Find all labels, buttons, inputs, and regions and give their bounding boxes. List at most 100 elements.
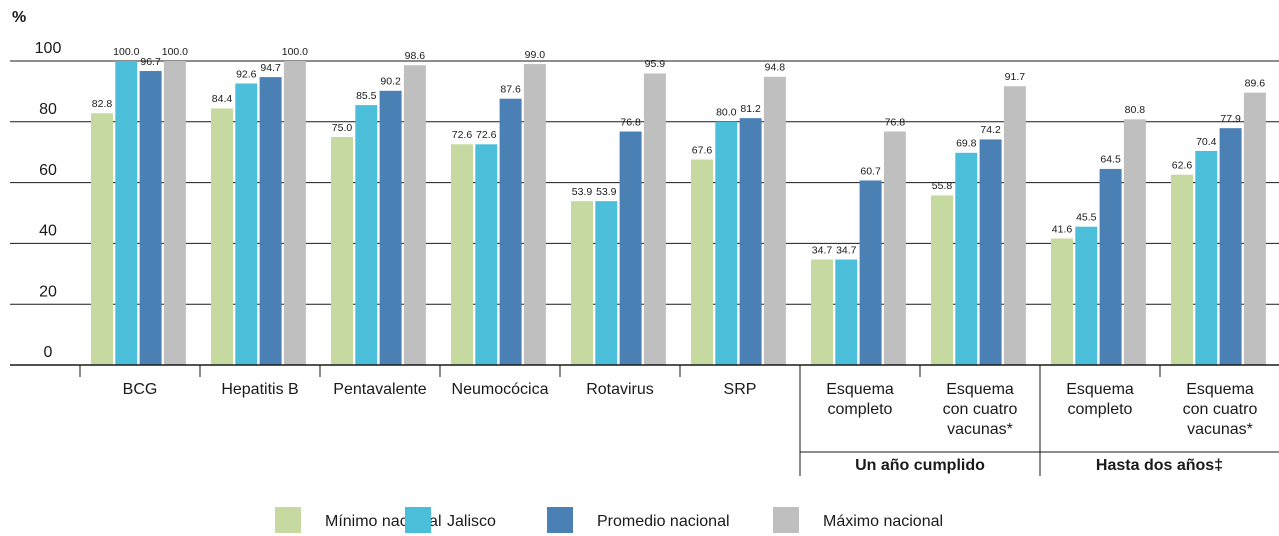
y-tick-label: 100 [35, 40, 62, 57]
value-label: 70.4 [1196, 136, 1217, 148]
y-tick-label: 60 [39, 162, 57, 179]
value-label: 99.0 [525, 49, 546, 61]
bar [1123, 119, 1146, 365]
value-label: 94.7 [260, 62, 281, 74]
bar [1051, 238, 1073, 365]
bar [955, 152, 978, 365]
y-tick-label: 0 [44, 344, 53, 361]
value-label: 82.8 [92, 98, 113, 110]
bar [379, 90, 402, 366]
value-label: 53.9 [572, 186, 593, 198]
bar [571, 201, 593, 365]
value-label: 69.8 [956, 138, 977, 150]
y-tick-label: 20 [39, 283, 57, 300]
bar [763, 76, 786, 366]
value-label: 96.7 [140, 56, 161, 68]
value-label: 92.6 [236, 68, 257, 80]
bar [835, 259, 858, 365]
bar [355, 105, 378, 365]
x-tick-label: Hepatitis B [221, 381, 298, 398]
bar [235, 83, 258, 365]
bar [139, 71, 162, 366]
value-label: 91.7 [1005, 71, 1026, 83]
bar [883, 131, 906, 365]
value-label: 81.2 [740, 103, 761, 115]
y-tick-label: 40 [39, 223, 57, 240]
value-label: 94.8 [765, 62, 786, 74]
bar [451, 144, 473, 365]
value-label: 77.9 [1220, 113, 1241, 125]
bar [691, 159, 713, 365]
x-tick-label: Esquema completo [826, 381, 894, 418]
bar [1195, 150, 1218, 365]
value-label: 72.6 [452, 129, 473, 141]
value-label: 87.6 [500, 83, 521, 95]
bar [979, 139, 1002, 365]
value-label: 76.8 [620, 116, 641, 128]
value-label: 100.0 [282, 46, 308, 58]
x-tick-label: Rotavirus [586, 381, 654, 398]
bar [595, 201, 618, 365]
bar [859, 180, 882, 365]
bar [283, 61, 306, 365]
bar [403, 65, 426, 366]
bar [211, 108, 233, 365]
bar [499, 98, 522, 366]
legend-swatch [275, 507, 301, 533]
y-axis-label: % [12, 9, 26, 26]
bar [115, 61, 138, 365]
bar [331, 137, 353, 365]
bar [715, 121, 738, 365]
x-tick-label: BCG [123, 381, 158, 398]
value-label: 53.9 [596, 186, 617, 198]
value-label: 95.9 [645, 58, 666, 70]
value-label: 80.0 [716, 107, 737, 119]
bar [475, 144, 498, 365]
x-tick-label: Neumocócica [452, 381, 549, 398]
value-label: 45.5 [1076, 211, 1097, 223]
value-label: 80.8 [1125, 104, 1146, 116]
bar [91, 113, 113, 366]
value-label: 76.8 [885, 116, 906, 128]
legend-label: Promedio nacional [597, 513, 730, 530]
value-label: 90.2 [380, 76, 401, 88]
bar [163, 61, 186, 365]
value-label: 55.8 [932, 180, 953, 192]
bar [739, 118, 762, 365]
x-tick-label: Esquema con cuatro vacunas* [1183, 381, 1258, 438]
legend-swatch [405, 507, 431, 533]
bar [1003, 86, 1026, 366]
value-label: 62.6 [1172, 159, 1193, 171]
value-label: 100.0 [113, 46, 139, 58]
value-label: 74.2 [980, 124, 1001, 136]
value-label: 85.5 [356, 90, 377, 102]
bar [1099, 168, 1122, 365]
value-label: 64.5 [1100, 154, 1121, 166]
x-tick-label: SRP [724, 381, 757, 398]
bar [259, 77, 282, 365]
value-label: 67.6 [692, 144, 713, 156]
group-label: Hasta dos años‡ [1096, 457, 1223, 474]
x-tick-label: Pentavalente [333, 381, 427, 398]
value-label: 100.0 [162, 46, 188, 58]
x-tick-label: Esquema con cuatro vacunas* [943, 381, 1018, 438]
bar [523, 64, 546, 365]
value-label: 72.6 [476, 129, 497, 141]
legend-label: Máximo nacional [823, 513, 943, 530]
bar [1171, 174, 1193, 365]
legend-swatch [547, 507, 573, 533]
value-label: 34.7 [836, 244, 857, 256]
value-label: 60.7 [860, 165, 881, 177]
bar [1219, 128, 1242, 365]
value-label: 84.4 [212, 93, 233, 105]
group-label: Un año cumplido [855, 457, 985, 474]
bar [1075, 226, 1098, 365]
value-label: 89.6 [1245, 77, 1266, 89]
value-label: 75.0 [332, 122, 353, 134]
y-tick-label: 80 [39, 101, 57, 118]
bar [619, 131, 642, 365]
bar [811, 259, 833, 365]
value-label: 98.6 [405, 50, 426, 62]
value-label: 34.7 [812, 244, 833, 256]
